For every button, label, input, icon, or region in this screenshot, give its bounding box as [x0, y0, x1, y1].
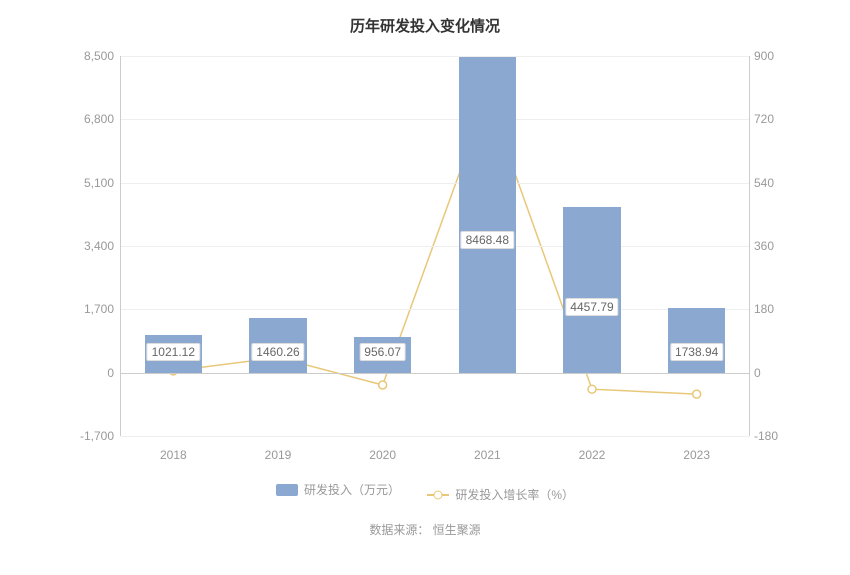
grid-line	[121, 309, 749, 310]
growth-marker	[379, 381, 387, 389]
x-tick-label: 2021	[474, 448, 501, 462]
y-left-tick-label: 3,400	[66, 239, 114, 253]
legend-item-bar: 研发投入（万元）	[276, 481, 400, 498]
legend-line-label: 研发投入增长率（%）	[455, 486, 574, 503]
x-tick-label: 2022	[579, 448, 606, 462]
x-tick-label: 2018	[160, 448, 187, 462]
y-right-tick-label: 900	[754, 49, 794, 63]
y-left-tick-label: 0	[66, 366, 114, 380]
grid-line	[121, 183, 749, 184]
grid-line	[121, 56, 749, 57]
legend-bar-label: 研发投入（万元）	[304, 481, 400, 498]
bar-value-label: 1738.94	[670, 343, 723, 361]
bar	[668, 308, 726, 373]
y-right-tick-label: 360	[754, 239, 794, 253]
y-right-tick-label: 540	[754, 176, 794, 190]
bar-value-label: 8468.48	[461, 231, 514, 249]
chart-container: 历年研发投入变化情况 -1,70001,7003,4005,1006,8008,…	[0, 0, 850, 575]
chart-title: 历年研发投入变化情况	[40, 15, 810, 36]
bar	[563, 207, 621, 373]
plot-area: -1,70001,7003,4005,1006,8008,500-1800180…	[120, 56, 750, 436]
bar-value-label: 956.07	[359, 343, 406, 361]
grid-line	[121, 373, 749, 374]
y-right-tick-label: -180	[754, 429, 794, 443]
legend-item-line: 研发投入增长率（%）	[427, 486, 574, 503]
y-left-tick-label: 8,500	[66, 49, 114, 63]
bar-value-label: 1460.26	[251, 343, 304, 361]
grid-line	[121, 246, 749, 247]
growth-marker	[693, 390, 701, 398]
y-right-tick-label: 180	[754, 302, 794, 316]
y-left-tick-label: 5,100	[66, 176, 114, 190]
legend: 研发投入（万元） 研发投入增长率（%）	[40, 481, 810, 503]
y-right-tick-label: 720	[754, 112, 794, 126]
bar-value-label: 4457.79	[565, 298, 618, 316]
grid-line	[121, 436, 749, 437]
source-prefix: 数据来源：	[369, 523, 429, 537]
source-name: 恒生聚源	[433, 523, 481, 537]
y-left-tick-label: 6,800	[66, 112, 114, 126]
growth-marker	[588, 385, 596, 393]
x-tick-label: 2020	[369, 448, 396, 462]
y-left-tick-label: 1,700	[66, 302, 114, 316]
data-source: 数据来源： 恒生聚源	[40, 521, 810, 538]
bar-value-label: 1021.12	[147, 343, 200, 361]
bar	[459, 57, 517, 372]
grid-line	[121, 119, 749, 120]
x-tick-label: 2023	[683, 448, 710, 462]
legend-line-swatch	[427, 494, 449, 496]
x-tick-label: 2019	[265, 448, 292, 462]
legend-bar-swatch	[276, 484, 298, 496]
y-right-tick-label: 0	[754, 366, 794, 380]
y-left-tick-label: -1,700	[66, 429, 114, 443]
